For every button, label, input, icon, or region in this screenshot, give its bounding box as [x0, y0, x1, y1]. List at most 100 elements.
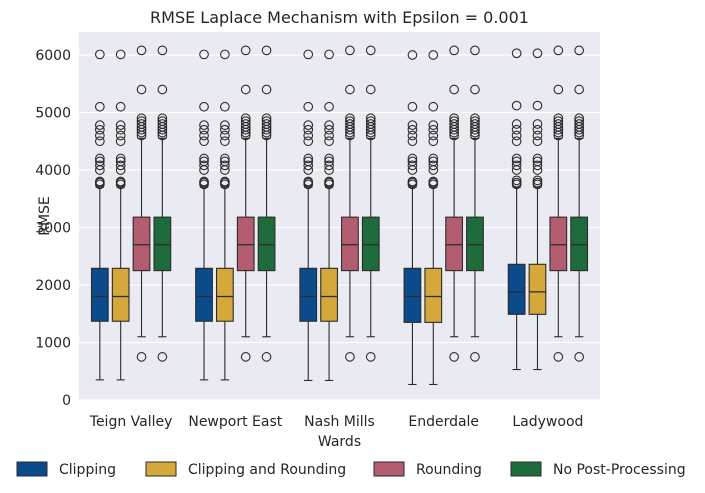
- outlier-point: [532, 160, 543, 171]
- outlier-point: [365, 84, 376, 95]
- box-item: [257, 45, 276, 362]
- y-tick-label: 4000: [35, 163, 71, 179]
- outlier-point: [407, 176, 418, 187]
- outlier-point: [470, 119, 480, 129]
- outlier-point: [324, 124, 334, 135]
- outlier-point: [157, 84, 168, 95]
- outlier-point: [345, 352, 355, 362]
- legend-swatch: [16, 461, 48, 477]
- outlier-point: [428, 130, 439, 141]
- outlier-point: [428, 124, 439, 135]
- outlier-point: [136, 84, 147, 95]
- outlier-point: [449, 113, 459, 124]
- box-iqr: [195, 267, 213, 322]
- box-item: [403, 50, 422, 386]
- outlier-point: [303, 120, 314, 130]
- outlier-point: [94, 153, 105, 164]
- outlier-point: [303, 124, 314, 135]
- outlier-point: [261, 113, 272, 124]
- legend-swatch: [373, 461, 405, 477]
- outlier-point: [511, 119, 522, 129]
- outlier-point: [220, 176, 230, 187]
- outlier-point: [407, 50, 418, 60]
- outlier-point: [365, 113, 376, 124]
- box-iqr: [132, 216, 151, 272]
- outlier-point: [428, 153, 439, 164]
- outlier-point: [470, 84, 480, 95]
- outlier-point: [574, 352, 585, 362]
- box-item: [507, 48, 526, 371]
- outlier-point: [199, 160, 209, 171]
- outlier-point: [115, 156, 126, 167]
- outlier-point: [428, 101, 439, 112]
- outlier-point: [136, 113, 147, 124]
- outlier-point: [532, 153, 543, 164]
- legend-label: No Post-Processing: [553, 462, 686, 478]
- outlier-point: [532, 130, 543, 141]
- box-item: [424, 50, 443, 386]
- outlier-point: [199, 176, 209, 187]
- box-item: [549, 45, 568, 362]
- outlier-point: [220, 101, 230, 112]
- outlier-point: [324, 101, 334, 112]
- box-item: [320, 49, 338, 382]
- y-tick-label: 3000: [35, 221, 71, 237]
- outlier-point: [261, 352, 272, 362]
- box-iqr: [257, 216, 276, 272]
- outlier-point: [157, 119, 168, 129]
- outlier-point: [407, 101, 418, 112]
- outlier-point: [511, 160, 522, 171]
- x-tick-label: Newport East: [188, 414, 282, 430]
- outlier-point: [94, 124, 105, 135]
- outlier-point: [532, 100, 543, 111]
- outlier-point: [345, 113, 355, 124]
- outlier-point: [324, 160, 334, 171]
- box-iqr: [507, 263, 526, 315]
- outlier-point: [115, 124, 126, 135]
- box-iqr: [361, 216, 380, 272]
- x-tick-label: Teign Valley: [89, 414, 173, 430]
- outlier-point: [199, 130, 209, 141]
- outlier-point: [303, 176, 314, 187]
- outlier-point: [365, 352, 376, 362]
- legend-label: Rounding: [416, 462, 482, 478]
- x-tick-label: Enderdale: [408, 414, 479, 430]
- outlier-point: [220, 153, 230, 164]
- box-iqr: [90, 267, 109, 322]
- outlier-point: [553, 45, 564, 56]
- outlier-point: [407, 124, 418, 135]
- outlier-point: [532, 136, 543, 147]
- outlier-point: [324, 120, 334, 130]
- outlier-point: [365, 119, 376, 129]
- outlier-point: [345, 116, 355, 126]
- outlier-point: [136, 45, 147, 56]
- outlier-point: [511, 177, 522, 188]
- legend-label: Clipping: [59, 462, 116, 478]
- outlier-point: [324, 153, 334, 164]
- series-0: [90, 48, 526, 386]
- box-iqr: [153, 216, 172, 272]
- outlier-point: [449, 84, 459, 95]
- box-iqr: [111, 267, 130, 322]
- outlier-point: [199, 49, 209, 60]
- box-iqr: [341, 216, 359, 272]
- outlier-point: [428, 156, 439, 167]
- x-tick-label: Ladywood: [512, 414, 583, 430]
- outlier-point: [532, 156, 543, 167]
- outlier-point: [240, 116, 251, 126]
- outlier-point: [199, 120, 209, 130]
- outlier-point: [407, 120, 418, 130]
- box-item: [111, 49, 130, 381]
- outlier-point: [94, 176, 105, 187]
- y-axis-label: RMSE: [37, 196, 53, 236]
- outlier-point: [303, 49, 314, 60]
- x-axis-ticks: Teign Valley Newport East Nash Mills Enderd…: [89, 414, 584, 430]
- outlier-point: [511, 156, 522, 167]
- chart-title: RMSE Laplace Mechanism with Epsilon = 0.…: [150, 8, 529, 27]
- outlier-point: [261, 116, 272, 126]
- outlier-point: [94, 49, 105, 60]
- y-axis-ticks: 0 1000 2000 3000 4000 5000 6000: [35, 48, 71, 409]
- outlier-point: [115, 153, 126, 164]
- y-tick-label: 1000: [35, 336, 71, 352]
- y-tick-label: 6000: [35, 48, 71, 64]
